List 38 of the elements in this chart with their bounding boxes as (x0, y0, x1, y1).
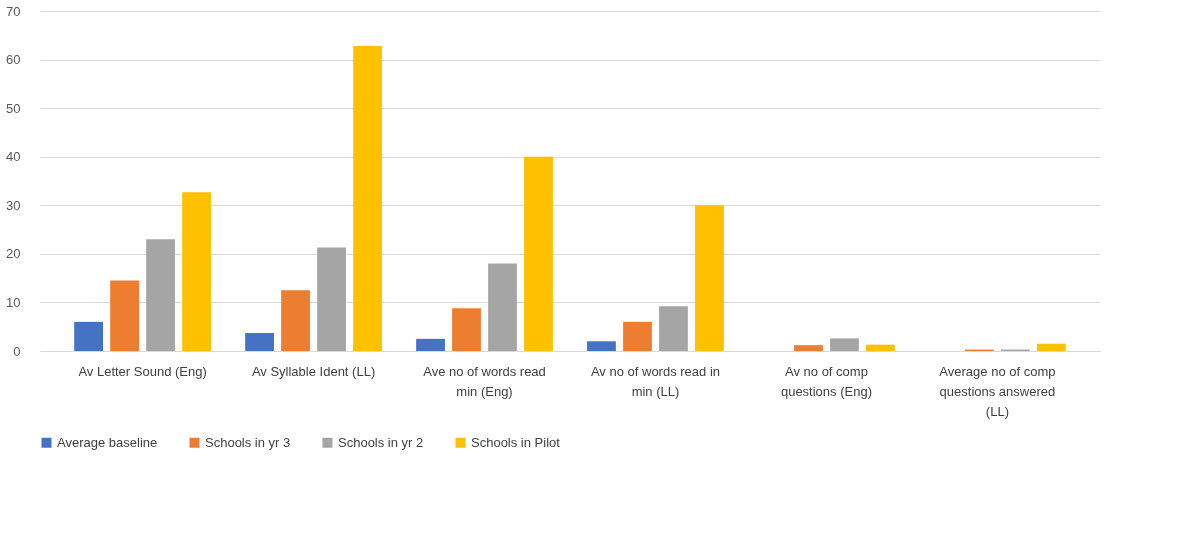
y-tick-label: 0 (13, 343, 21, 359)
bar (524, 156, 553, 351)
y-tick-label: 60 (6, 52, 21, 68)
bar (1037, 343, 1066, 351)
x-tick-label: Av Syllable Ident (LL) (251, 363, 376, 379)
bar (488, 263, 517, 351)
y-tick-label: 40 (6, 149, 21, 165)
bar (452, 308, 481, 351)
bar (146, 239, 175, 351)
bar (623, 321, 652, 351)
bar (830, 338, 859, 351)
x-tick-label: Av no of words read in min (LL) (590, 363, 721, 399)
legend-label: Average baseline (57, 434, 158, 450)
bar (74, 321, 103, 351)
bar (182, 192, 211, 351)
y-tick-label: 10 (6, 294, 21, 310)
bar (416, 338, 445, 351)
bar (695, 205, 724, 351)
legend-label: Schools in yr 3 (205, 434, 291, 450)
bar (659, 306, 688, 351)
x-tick-label: Av no of comp questions (Eng) (780, 363, 872, 399)
y-tick-label: 70 (6, 3, 21, 19)
y-tick-label: 30 (6, 197, 21, 213)
bar (317, 247, 346, 351)
bar (281, 290, 310, 351)
legend-label: Schools in Pilot (471, 434, 561, 450)
y-tick-label: 20 (6, 246, 21, 262)
x-tick-label: Average no of comp questions answered (LL) (939, 363, 1056, 419)
bar (353, 45, 382, 351)
x-tick-label: Ave no of words read min (Eng) (423, 363, 546, 399)
bar (587, 341, 616, 351)
x-tick-label: Av Letter Sound (Eng) (78, 363, 207, 379)
legend-label: Schools in yr 2 (338, 434, 424, 450)
y-tick-label: 50 (6, 100, 21, 116)
bar (866, 344, 895, 351)
bar (245, 333, 274, 351)
bar (794, 345, 823, 351)
bar (110, 280, 139, 351)
